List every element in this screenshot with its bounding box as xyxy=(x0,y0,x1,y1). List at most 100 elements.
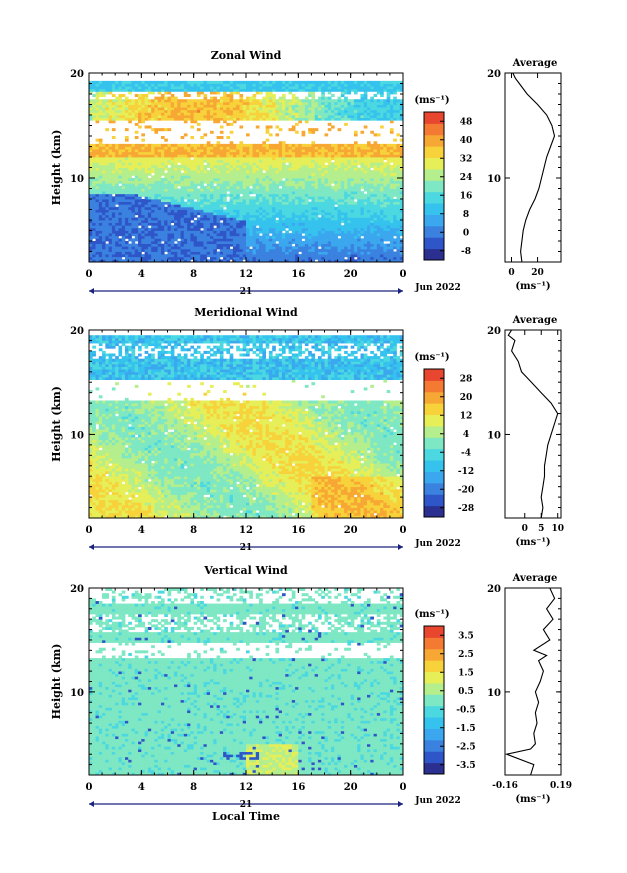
colorbar-tick-label: 2.5 xyxy=(458,650,474,660)
colorbar-segment xyxy=(424,677,444,683)
average-profile xyxy=(505,588,561,775)
x-tick-label: 20 xyxy=(344,269,358,280)
colorbar-unit: (ms⁻¹) xyxy=(414,609,449,620)
y-tick-label: 20 xyxy=(70,326,84,337)
colorbar-segment xyxy=(424,169,444,175)
colorbar-tick-label: 20 xyxy=(460,393,473,403)
x-tick-label: 20 xyxy=(344,525,358,536)
colorbar-segment xyxy=(424,711,444,717)
profile-frame xyxy=(505,330,561,518)
profile-line xyxy=(513,73,555,262)
colorbar-segment xyxy=(424,734,444,740)
colorbar-segment xyxy=(424,403,444,409)
colorbar-segment xyxy=(424,471,444,477)
x-tick-label: 4 xyxy=(138,782,145,793)
day-bar-arrow xyxy=(89,801,94,807)
colorbar-segment xyxy=(424,186,444,192)
colorbar-tick-label: 8 xyxy=(463,210,469,220)
colorbar-tick-label: 48 xyxy=(460,117,473,127)
colorbar-segment xyxy=(424,477,444,483)
profile-x-tick-label: 0.19 xyxy=(550,781,572,791)
colorbar-tick-label: 16 xyxy=(460,191,473,201)
date-label: Jun 2022 xyxy=(414,796,461,806)
profile-y-tick-label: 20 xyxy=(487,584,501,595)
colorbar-tick-label: -28 xyxy=(458,504,474,514)
day-label: 21 xyxy=(240,287,253,297)
colorbar-tick-label: -1.5 xyxy=(456,724,475,734)
colorbar-segment xyxy=(424,637,444,643)
profile-frame xyxy=(505,73,561,262)
colorbar-tick-label: -12 xyxy=(458,467,474,477)
profile-x-label: (ms⁻¹) xyxy=(515,281,550,292)
x-tick-label: 12 xyxy=(239,269,253,280)
profile-y-tick-label: 20 xyxy=(487,326,501,337)
colorbar-segment xyxy=(424,643,444,649)
x-axis-label: Local Time xyxy=(212,810,280,823)
x-tick-label: 16 xyxy=(291,525,305,536)
colorbar-segment xyxy=(424,146,444,152)
x-tick-label: 4 xyxy=(138,269,145,280)
x-tick-label: 8 xyxy=(190,269,197,280)
profile-y-tick-label: 10 xyxy=(487,430,501,441)
colorbar-segment xyxy=(424,717,444,723)
colorbar-segment xyxy=(424,420,444,426)
colorbar-segment xyxy=(424,140,444,146)
colorbar-segment xyxy=(424,409,444,415)
x-tick-label: 0 xyxy=(86,269,93,280)
x-tick-label: 0 xyxy=(400,525,407,536)
profile-title: Average xyxy=(512,315,558,326)
colorbar-segment xyxy=(424,369,444,375)
x-tick-label: 16 xyxy=(291,269,305,280)
x-tick-label: 0 xyxy=(86,525,93,536)
colorbar-segment xyxy=(424,683,444,689)
colorbar-tick-label: 3.5 xyxy=(458,631,474,641)
colorbar-tick-label: 24 xyxy=(460,173,473,183)
colorbar-tick-label: 12 xyxy=(460,411,473,421)
panel-title: Zonal Wind xyxy=(211,49,282,62)
date-label: Jun 2022 xyxy=(414,283,461,293)
profile-line xyxy=(508,330,557,518)
y-axis-label: Height (km) xyxy=(50,386,63,462)
day-label: 21 xyxy=(240,543,253,553)
heatmap-cells xyxy=(89,588,403,775)
colorbar-tick-label: 4 xyxy=(463,430,469,440)
profile-y-tick-label: 10 xyxy=(487,688,501,699)
colorbar-segment xyxy=(424,112,444,118)
colorbar xyxy=(424,369,444,518)
day-bar-arrow xyxy=(89,544,94,550)
profile-x-tick-label: 20 xyxy=(531,268,544,278)
colorbar-segment xyxy=(424,460,444,466)
colorbar-segment xyxy=(424,751,444,757)
x-tick-label: 0 xyxy=(400,269,407,280)
colorbar-segment xyxy=(424,243,444,249)
y-tick-label: 10 xyxy=(70,430,84,441)
colorbar-tick-label: -0.5 xyxy=(456,705,475,715)
profile-line xyxy=(507,588,555,775)
x-tick-label: 12 xyxy=(239,525,253,536)
heatmap-cells xyxy=(89,81,403,263)
figure: 0 4 8 12 16 20 01020Zonal WindHeight (km)21 Jun… xyxy=(0,0,627,873)
y-axis-label: Height (km) xyxy=(50,644,63,720)
colorbar-segment xyxy=(424,123,444,129)
colorbar-segment xyxy=(424,220,444,226)
colorbar-segment xyxy=(424,626,444,632)
profile-x-tick-label: 0 xyxy=(508,268,514,278)
x-tick-label: 0 xyxy=(86,782,93,793)
colorbar-segment xyxy=(424,129,444,135)
colorbar-tick-label: -4 xyxy=(461,448,471,458)
profile-x-tick-label: 10 xyxy=(551,524,564,534)
colorbar-segment xyxy=(424,163,444,169)
colorbar-segment xyxy=(424,175,444,181)
day-bar-arrow xyxy=(398,801,403,807)
x-tick-label: 16 xyxy=(291,782,305,793)
colorbar-segment xyxy=(424,203,444,209)
colorbar-tick-label: -8 xyxy=(461,247,471,257)
colorbar-tick-label: 1.5 xyxy=(458,668,474,678)
profile-title: Average xyxy=(512,573,558,584)
day-bar-arrow xyxy=(398,544,403,550)
y-tick-label: 10 xyxy=(70,174,84,185)
colorbar xyxy=(424,112,444,261)
colorbar-segment xyxy=(424,660,444,666)
panel-title: Vertical Wind xyxy=(203,564,288,577)
colorbar-tick-label: 32 xyxy=(460,154,473,164)
